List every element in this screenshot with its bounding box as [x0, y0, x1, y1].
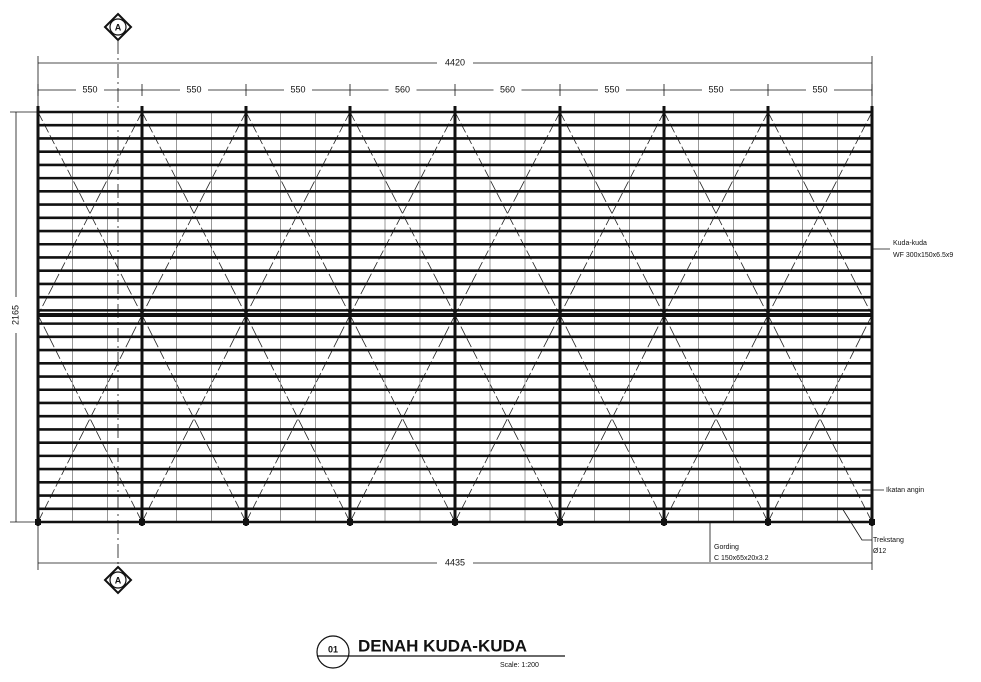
- dimension-label: 550: [186, 84, 201, 94]
- scale: Scale: 1:200: [500, 662, 539, 669]
- dimension-label: 550: [812, 84, 827, 94]
- dimension-label: 4435: [445, 557, 465, 567]
- annotation: Kuda-kuda: [893, 240, 927, 247]
- annotation: WF 300x150x6.5x9: [893, 252, 953, 259]
- dimension-label: 560: [500, 84, 515, 94]
- dimension-label: 2165: [10, 305, 20, 325]
- title-block: 01 DENAH KUDA-KUDA Scale: 1:200: [317, 636, 565, 669]
- title-number: 01: [328, 644, 338, 654]
- roof-frame: [35, 84, 875, 526]
- dimension-label: 4420: [445, 57, 465, 67]
- column: [139, 519, 145, 525]
- column: [347, 519, 353, 525]
- annotation: Ikatan angin: [886, 487, 924, 494]
- section-label: A: [115, 575, 122, 585]
- column: [765, 519, 771, 525]
- column: [661, 519, 667, 525]
- dimension-label: 550: [82, 84, 97, 94]
- title: DENAH KUDA-KUDA: [358, 636, 527, 655]
- annotation: Gording: [714, 544, 739, 551]
- section-mark-top: A: [105, 14, 131, 40]
- drawing: A A 4420 4435 2165 550 550 550 560 560 550 550…: [0, 0, 981, 682]
- dimension-label: 560: [395, 84, 410, 94]
- annotation: Trekstang: [873, 537, 904, 544]
- dimension-label: 550: [708, 84, 723, 94]
- annotation: Ø12: [873, 548, 886, 555]
- dimension-label: 550: [290, 84, 305, 94]
- section-mark-bottom: A: [105, 567, 131, 593]
- section-label: A: [115, 22, 122, 32]
- column: [243, 519, 249, 525]
- column: [557, 519, 563, 525]
- column: [452, 519, 458, 525]
- dimension-label: 550: [604, 84, 619, 94]
- annotation: C 150x65x20x3.2: [714, 555, 769, 562]
